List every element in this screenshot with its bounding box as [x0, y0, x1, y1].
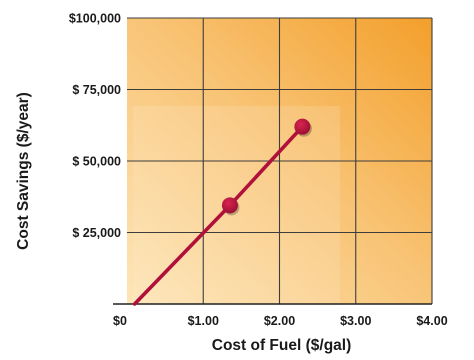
y-tick-label: $ 25,000	[72, 226, 121, 240]
y-axis-title: Cost Savings ($/year)	[15, 92, 32, 250]
x-tick-label: $3.00	[340, 314, 371, 328]
y-tick-label: $ 75,000	[72, 83, 121, 97]
y-tick-label: $100,000	[69, 12, 121, 26]
y-tick-label: $ 50,000	[72, 155, 121, 169]
x-tick-labels: $0 $1.00 $2.00 $3.00 $4.00	[113, 314, 448, 328]
grid-lines	[127, 17, 433, 304]
x-tick-label: $4.00	[416, 314, 447, 328]
x-axis-title: Cost of Fuel ($/gal)	[212, 337, 352, 354]
series-line	[132, 118, 312, 306]
x-tick-label: $1.00	[188, 314, 219, 328]
data-point	[221, 197, 238, 214]
x-tick-label: $0	[113, 314, 127, 328]
x-tick-label: $2.00	[264, 314, 295, 328]
data-point	[294, 118, 311, 135]
y-tick-labels: $ 25,000 $ 50,000 $ 75,000 $100,000	[69, 12, 121, 241]
